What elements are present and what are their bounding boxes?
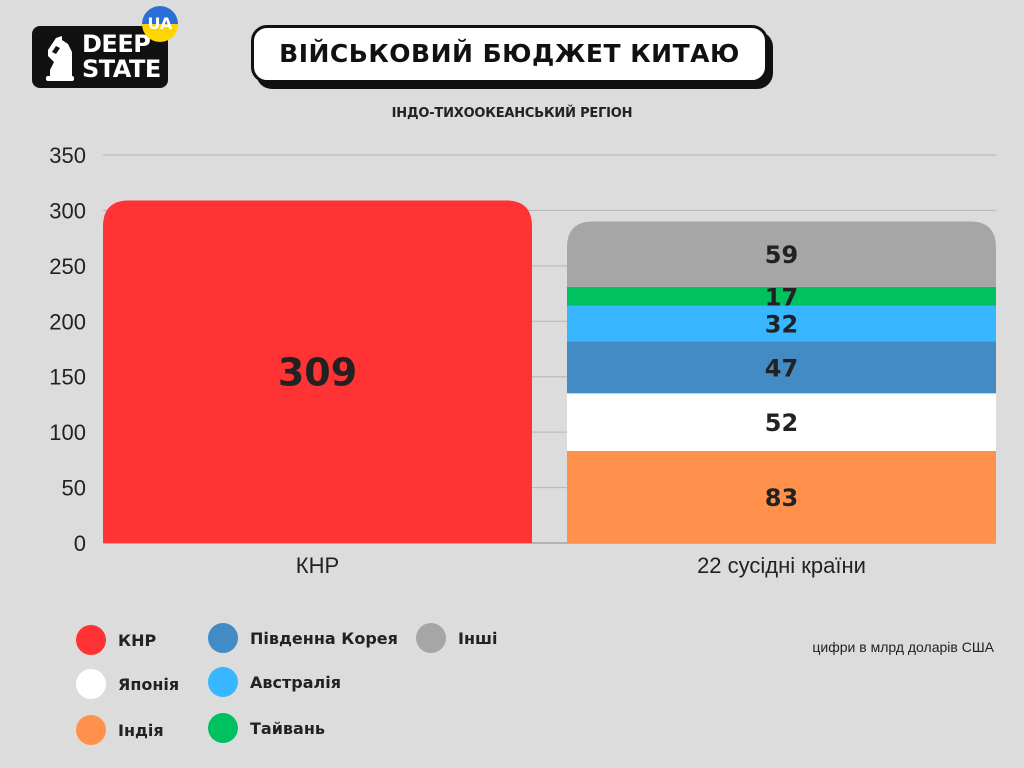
data-label: 32 [765, 311, 798, 339]
data-label: 52 [765, 409, 798, 437]
deep-state-logo: DEEP STATE [32, 26, 168, 88]
y-tick-label: 250 [49, 254, 86, 279]
units-note: цифри в млрд доларів США [812, 639, 994, 655]
legend-label: Інші [458, 629, 498, 648]
legend-label: Японія [118, 675, 180, 694]
chart-subtitle: ІНДО-ТИХООКЕАНСЬКИЙ РЕГІОН [391, 106, 633, 121]
bar-segment [567, 221, 996, 287]
legend-label: Індія [118, 721, 164, 740]
ua-badge: UA [142, 6, 178, 42]
data-label: 47 [765, 354, 798, 382]
legend-swatch [76, 669, 106, 699]
page-title: ВІЙСЬКОВИЙ БЮДЖЕТ КИТАЮ [251, 25, 768, 83]
legend-label: Австралія [250, 673, 341, 692]
bar-segment [567, 393, 996, 451]
y-tick-label: 100 [49, 420, 86, 445]
bar-segment [103, 200, 532, 544]
knight-icon [46, 36, 74, 81]
y-tick-label: 50 [62, 476, 86, 501]
legend-swatch [76, 715, 106, 745]
y-tick-label: 150 [49, 365, 86, 390]
data-label: 309 [278, 351, 357, 395]
legend-swatch [416, 623, 446, 653]
bar-segment [567, 305, 996, 342]
y-tick-label: 300 [49, 198, 86, 223]
logo-line1: DEEP [82, 30, 151, 58]
legend-label: Південна Корея [250, 629, 398, 648]
logo-text: DEEP STATE [82, 32, 161, 82]
data-label: 17 [765, 283, 798, 311]
y-tick-label: 350 [49, 143, 86, 168]
logo-line2: STATE [82, 55, 161, 83]
x-tick-label: 22 сусідні країни [697, 553, 866, 578]
data-label: 59 [765, 241, 798, 269]
data-label: 83 [765, 484, 798, 512]
legend-swatch [208, 667, 238, 697]
legend-label: КНР [118, 631, 157, 650]
legend-swatch [208, 623, 238, 653]
x-tick-label: КНР [296, 553, 339, 578]
y-tick-label: 200 [49, 309, 86, 334]
legend-swatch [208, 713, 238, 743]
bar-segment [567, 341, 996, 394]
bar-segment [567, 450, 996, 543]
ua-badge-text: UA [147, 14, 173, 33]
bar-segment [567, 286, 996, 306]
legend-swatch [76, 625, 106, 655]
legend-label: Тайвань [250, 719, 326, 738]
y-tick-label: 0 [74, 531, 86, 556]
